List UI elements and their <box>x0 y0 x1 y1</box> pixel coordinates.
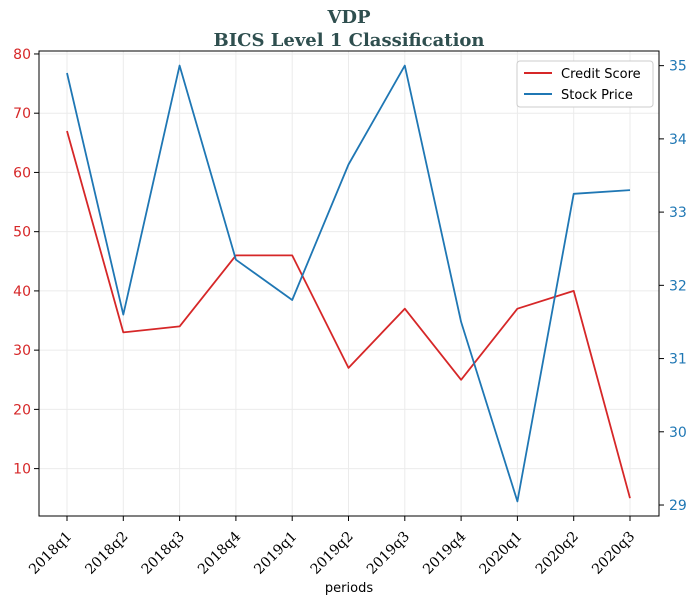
series-lines <box>66 64 631 503</box>
y-right-tick-label: 30 <box>669 425 687 441</box>
y-left-tick-label: 50 <box>13 225 31 241</box>
x-tick-label: 2020q2 <box>533 529 582 578</box>
y-left-tick-label: 60 <box>13 165 31 181</box>
y-right-tick-label: 31 <box>669 352 687 368</box>
legend-label-credit-score: Credit Score <box>561 67 641 82</box>
x-tick-label: 2018q2 <box>82 529 131 578</box>
x-tick-label: 2020q1 <box>476 529 525 578</box>
y-right-tick-label: 34 <box>669 132 687 148</box>
y-right-tick-label: 35 <box>669 59 687 75</box>
y-left-tick-label: 40 <box>13 284 31 300</box>
series-line-stock-price <box>66 64 631 503</box>
axis-ticks: 2018q1 2018q2 2018q3 2018q4 2019q1 2019q2 2019… <box>13 47 687 578</box>
y-left-tick-label: 70 <box>13 106 31 122</box>
x-axis-label: periods <box>325 581 373 596</box>
x-tick-label: 2019q3 <box>364 529 413 578</box>
y-right-tick-label: 33 <box>669 205 687 221</box>
legend: Credit Score Stock Price <box>516 60 654 108</box>
x-tick-label: 2018q1 <box>26 529 75 578</box>
chart-title: VDP <box>326 7 371 28</box>
plot-frame <box>38 50 660 517</box>
y-left-tick-label: 30 <box>13 343 31 359</box>
legend-label-stock-price: Stock Price <box>561 88 633 103</box>
y-left-tick-label: 80 <box>13 47 31 63</box>
y-right-tick-label: 29 <box>669 498 687 514</box>
y-left-tick-label: 20 <box>13 402 31 418</box>
y-right-tick-label: 32 <box>669 278 687 294</box>
gridlines <box>39 51 659 516</box>
x-tick-label: 2019q2 <box>308 529 357 578</box>
x-tick-label: 2019q4 <box>420 529 469 578</box>
y-left-tick-label: 10 <box>13 462 31 478</box>
x-tick-label: 2019q1 <box>251 529 300 578</box>
series-line-credit-score <box>66 130 631 499</box>
chart-subtitle: BICS Level 1 Classification <box>213 30 484 51</box>
x-tick-label: 2018q3 <box>139 529 188 578</box>
x-tick-label: 2020q3 <box>589 529 638 578</box>
x-tick-label: 2018q4 <box>195 529 244 578</box>
